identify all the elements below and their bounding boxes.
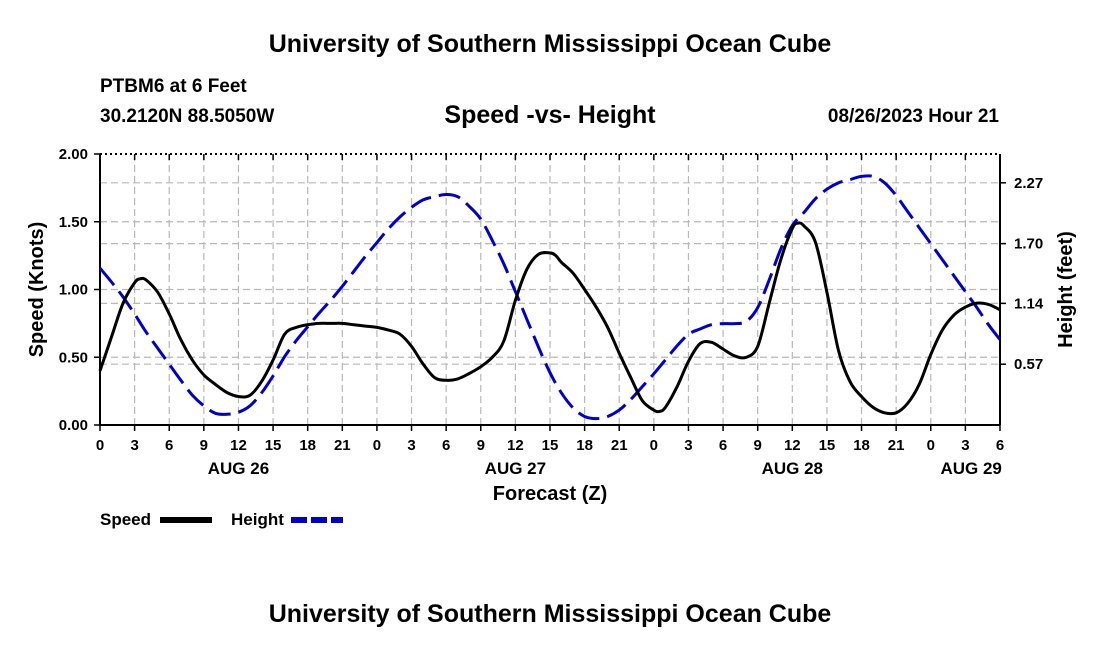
x-tick-label: 6 xyxy=(165,437,173,454)
y-tick-label: 0.50 xyxy=(59,349,88,366)
x-day-label: AUG 27 xyxy=(485,459,546,478)
x-tick-label: 12 xyxy=(230,437,247,454)
x-tick-label: 15 xyxy=(819,437,836,454)
x-tick-label: 0 xyxy=(96,437,104,454)
x-tick-label: 3 xyxy=(684,437,692,454)
x-tick-label: 15 xyxy=(542,437,559,454)
series-line-height xyxy=(98,174,1002,421)
legend-label-height: Height xyxy=(231,510,284,529)
y-tick-label: 1.00 xyxy=(59,282,88,299)
x-tick-label: 21 xyxy=(611,437,628,454)
y-tick-label: 1.50 xyxy=(59,214,88,231)
x-tick-label: 21 xyxy=(888,437,905,454)
x-tick-label: 0 xyxy=(373,437,381,454)
x-day-label: AUG 26 xyxy=(208,459,269,478)
x-tick-label: 6 xyxy=(442,437,450,454)
y-tick-label: 0.00 xyxy=(59,417,88,434)
y-tick-label-right: 1.14 xyxy=(1014,295,1044,312)
x-day-label: AUG 28 xyxy=(762,459,823,478)
x-tick-label: 6 xyxy=(719,437,727,454)
y-axis-title-right: Height (feet) xyxy=(1055,231,1077,348)
x-tick-label: 12 xyxy=(784,437,801,454)
x-tick-label: 9 xyxy=(754,437,762,454)
x-tick-label: 18 xyxy=(299,437,316,454)
x-axis-title: Forecast (Z) xyxy=(493,483,607,505)
x-tick-label: 18 xyxy=(576,437,593,454)
x-tick-label: 12 xyxy=(507,437,524,454)
chart-subtitle: Speed -vs- Height xyxy=(444,101,656,129)
x-tick-label: 3 xyxy=(407,437,415,454)
x-tick-label: 0 xyxy=(927,437,935,454)
x-tick-label: 9 xyxy=(477,437,485,454)
speed-height-chart: 0 3 6 9 12 15 18 21 0 3 6 9 12 15 18 21 0 3 6 9 12 15 18 21 0 3 6 A… xyxy=(26,146,1077,529)
series-line-speed xyxy=(98,221,1001,416)
x-tick-label: 15 xyxy=(265,437,282,454)
x-tick-label: 6 xyxy=(996,437,1004,454)
x-day-label: AUG 29 xyxy=(940,459,1001,478)
x-tick-label: 21 xyxy=(334,437,351,454)
x-tick-label: 18 xyxy=(853,437,870,454)
x-tick-label: 0 xyxy=(650,437,658,454)
footer-title: University of Southern Mississippi Ocean… xyxy=(268,600,832,628)
y-tick-label: 2.00 xyxy=(59,146,88,163)
legend-label-speed: Speed xyxy=(100,510,151,529)
station-label: PTBM6 at 6 Feet xyxy=(100,76,247,97)
forecast-datetime: 08/26/2023 Hour 21 xyxy=(827,106,999,127)
x-tick-label: 3 xyxy=(961,437,969,454)
y-axis-title-left: Speed (Knots) xyxy=(26,222,48,358)
x-tick-label: 3 xyxy=(130,437,138,454)
station-coords: 30.2120N 88.5050W xyxy=(100,106,275,127)
page-title: University of Southern Mississippi Ocean… xyxy=(268,30,832,58)
x-tick-label: 9 xyxy=(200,437,208,454)
y-tick-label-right: 0.57 xyxy=(1014,356,1043,373)
y-tick-label-right: 2.27 xyxy=(1014,175,1043,192)
y-tick-label-right: 1.70 xyxy=(1014,236,1043,253)
